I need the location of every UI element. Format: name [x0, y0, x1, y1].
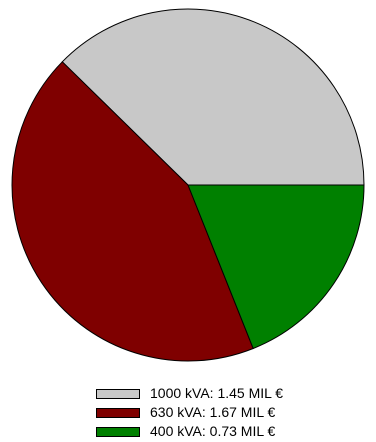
legend-swatch-400kva [96, 426, 140, 437]
legend: 1000 kVA: 1.45 MIL € 630 kVA: 1.67 MIL €… [96, 384, 283, 441]
slice-400kva [187, 184, 365, 350]
legend-swatch-630kva [96, 407, 140, 418]
legend-label-1000kva: 1000 kVA: 1.45 MIL € [150, 385, 284, 401]
slice-630kva [11, 61, 254, 362]
slice-1000kva [61, 8, 365, 186]
legend-item-630kva: 630 kVA: 1.67 MIL € [96, 403, 283, 422]
legend-swatch-1000kva [96, 388, 140, 399]
legend-label-400kva: 400 kVA: 0.73 MIL € [150, 423, 276, 439]
legend-item-1000kva: 1000 kVA: 1.45 MIL € [96, 384, 283, 403]
pie-svg [11, 8, 365, 362]
legend-label-630kva: 630 kVA: 1.67 MIL € [150, 404, 276, 420]
legend-item-400kva: 400 kVA: 0.73 MIL € [96, 422, 283, 441]
